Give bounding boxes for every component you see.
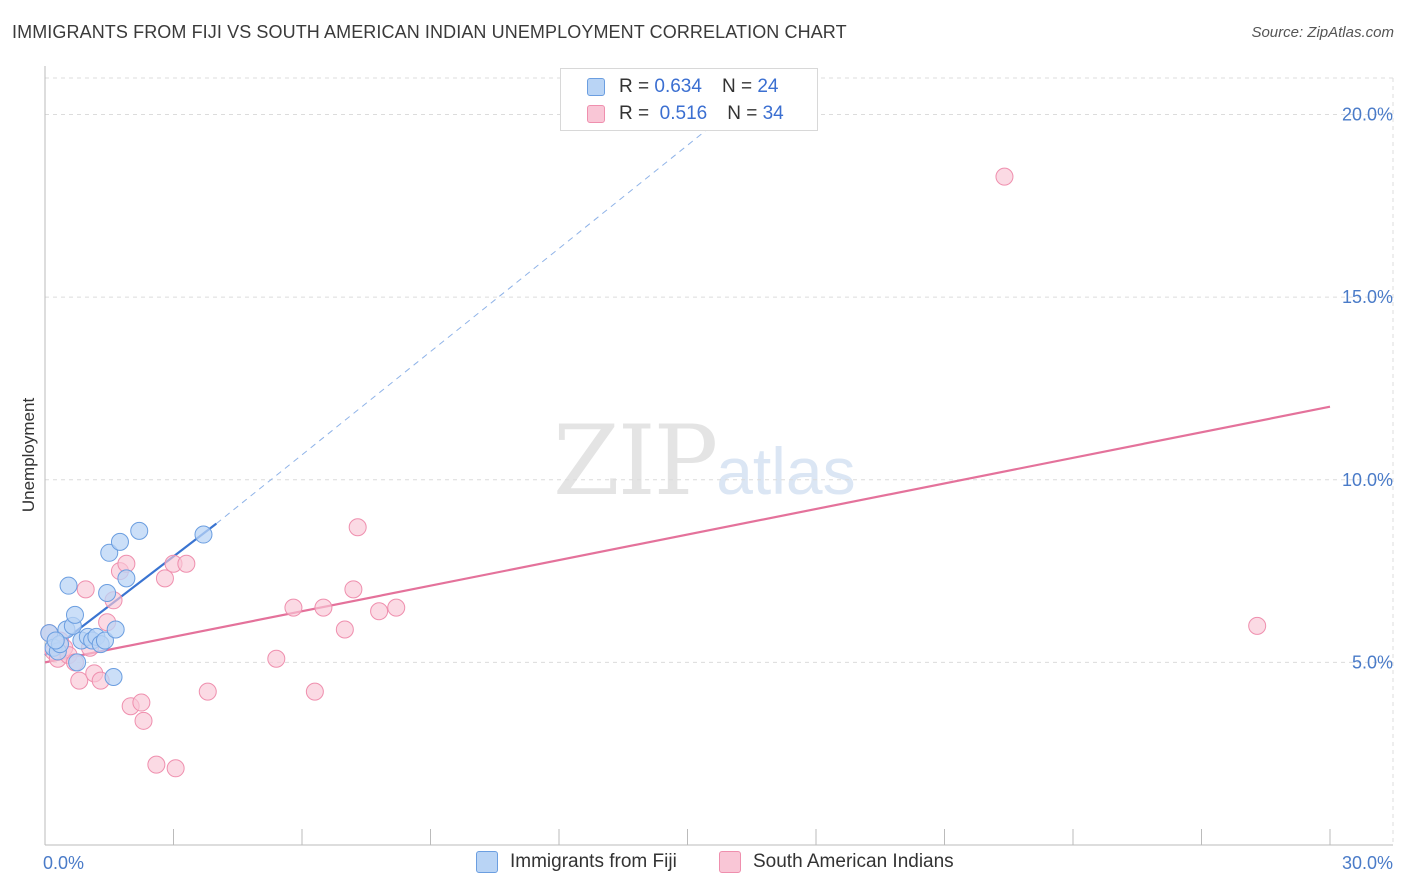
correlation-legend: R = 0.634 N = 24 R = 0.516 N = 34 (560, 68, 818, 131)
sai-legend-swatch (719, 851, 741, 873)
watermark-atlas: atlas (716, 434, 856, 508)
fiji-point (194, 525, 213, 544)
sai-point (198, 682, 217, 701)
legend-label-sai: South American Indians (753, 851, 954, 872)
sai-point (344, 580, 363, 599)
x-tick-label: 0.0% (43, 853, 84, 873)
x-tick-label: 30.0% (1342, 853, 1393, 873)
fiji-point (65, 605, 84, 624)
fiji-point (100, 543, 119, 562)
sai-point (134, 711, 153, 730)
sai-point (1248, 616, 1267, 635)
legend-item-sai[interactable]: South American Indians (719, 851, 954, 873)
y-tick-label: 10.0% (1342, 470, 1393, 490)
r-label: R = (619, 103, 650, 124)
sai-point (177, 554, 196, 573)
sai-point (267, 649, 286, 668)
fiji-point (106, 620, 125, 639)
sai-point (314, 598, 333, 617)
r-value-fiji: 0.634 (654, 76, 702, 97)
fiji-point (117, 569, 136, 588)
sai-point (147, 755, 166, 774)
fiji-point (110, 532, 129, 551)
sai-point (284, 598, 303, 617)
legend-row-sai: R = 0.516 N = 34 (587, 103, 784, 125)
sai-point (70, 671, 89, 690)
r-value-sai: 0.516 (659, 103, 708, 124)
sai-point (132, 693, 151, 712)
sai-point (370, 602, 389, 621)
watermark: ZIPatlas (553, 405, 856, 517)
fiji-trend-extension (216, 110, 731, 524)
sai-point (76, 580, 95, 599)
chart-title: IMMIGRANTS FROM FIJI VS SOUTH AMERICAN I… (12, 22, 847, 42)
legend-label-fiji: Immigrants from Fiji (510, 851, 677, 872)
y-tick-label: 5.0% (1352, 652, 1393, 672)
trend-lines (44, 110, 1331, 664)
tick-labels: 5.0% 10.0% 15.0% 20.0% 0.0% 30.0% (43, 105, 1393, 873)
sai-point (387, 598, 406, 617)
sai-point (995, 167, 1014, 186)
sai-point (155, 569, 174, 588)
source-label: Source: ZipAtlas.com (1251, 24, 1394, 41)
n-value-fiji: 24 (757, 76, 779, 97)
sai-trend-line (44, 405, 1331, 664)
sai-swatch (587, 105, 605, 123)
sai-point (166, 759, 185, 778)
n-label: N = (721, 76, 753, 97)
n-value-sai: 34 (762, 103, 784, 124)
r-label: R = (619, 76, 650, 97)
fiji-swatch (587, 78, 605, 96)
sai-point (305, 682, 324, 701)
fiji-point (68, 653, 87, 672)
data-points (40, 167, 1267, 778)
fiji-point (130, 521, 149, 540)
fiji-point (95, 631, 114, 650)
fiji-legend-swatch (476, 851, 498, 873)
n-label: N = (727, 103, 758, 124)
sai-point (335, 620, 354, 639)
legend-item-fiji[interactable]: Immigrants from Fiji (476, 851, 677, 873)
y-tick-label: 15.0% (1342, 287, 1393, 307)
legend-row-fiji: R = 0.634 N = 24 (587, 76, 778, 98)
gridlines (45, 77, 1394, 845)
fiji-point (98, 583, 117, 602)
fiji-point (46, 631, 65, 650)
axes (44, 66, 1393, 846)
watermark-zip: ZIP (553, 405, 718, 517)
fiji-point (104, 667, 123, 686)
y-axis-label: Unemployment (19, 398, 38, 513)
y-tick-label: 20.0% (1342, 105, 1393, 125)
sai-point (348, 518, 367, 537)
fiji-point (59, 576, 78, 595)
